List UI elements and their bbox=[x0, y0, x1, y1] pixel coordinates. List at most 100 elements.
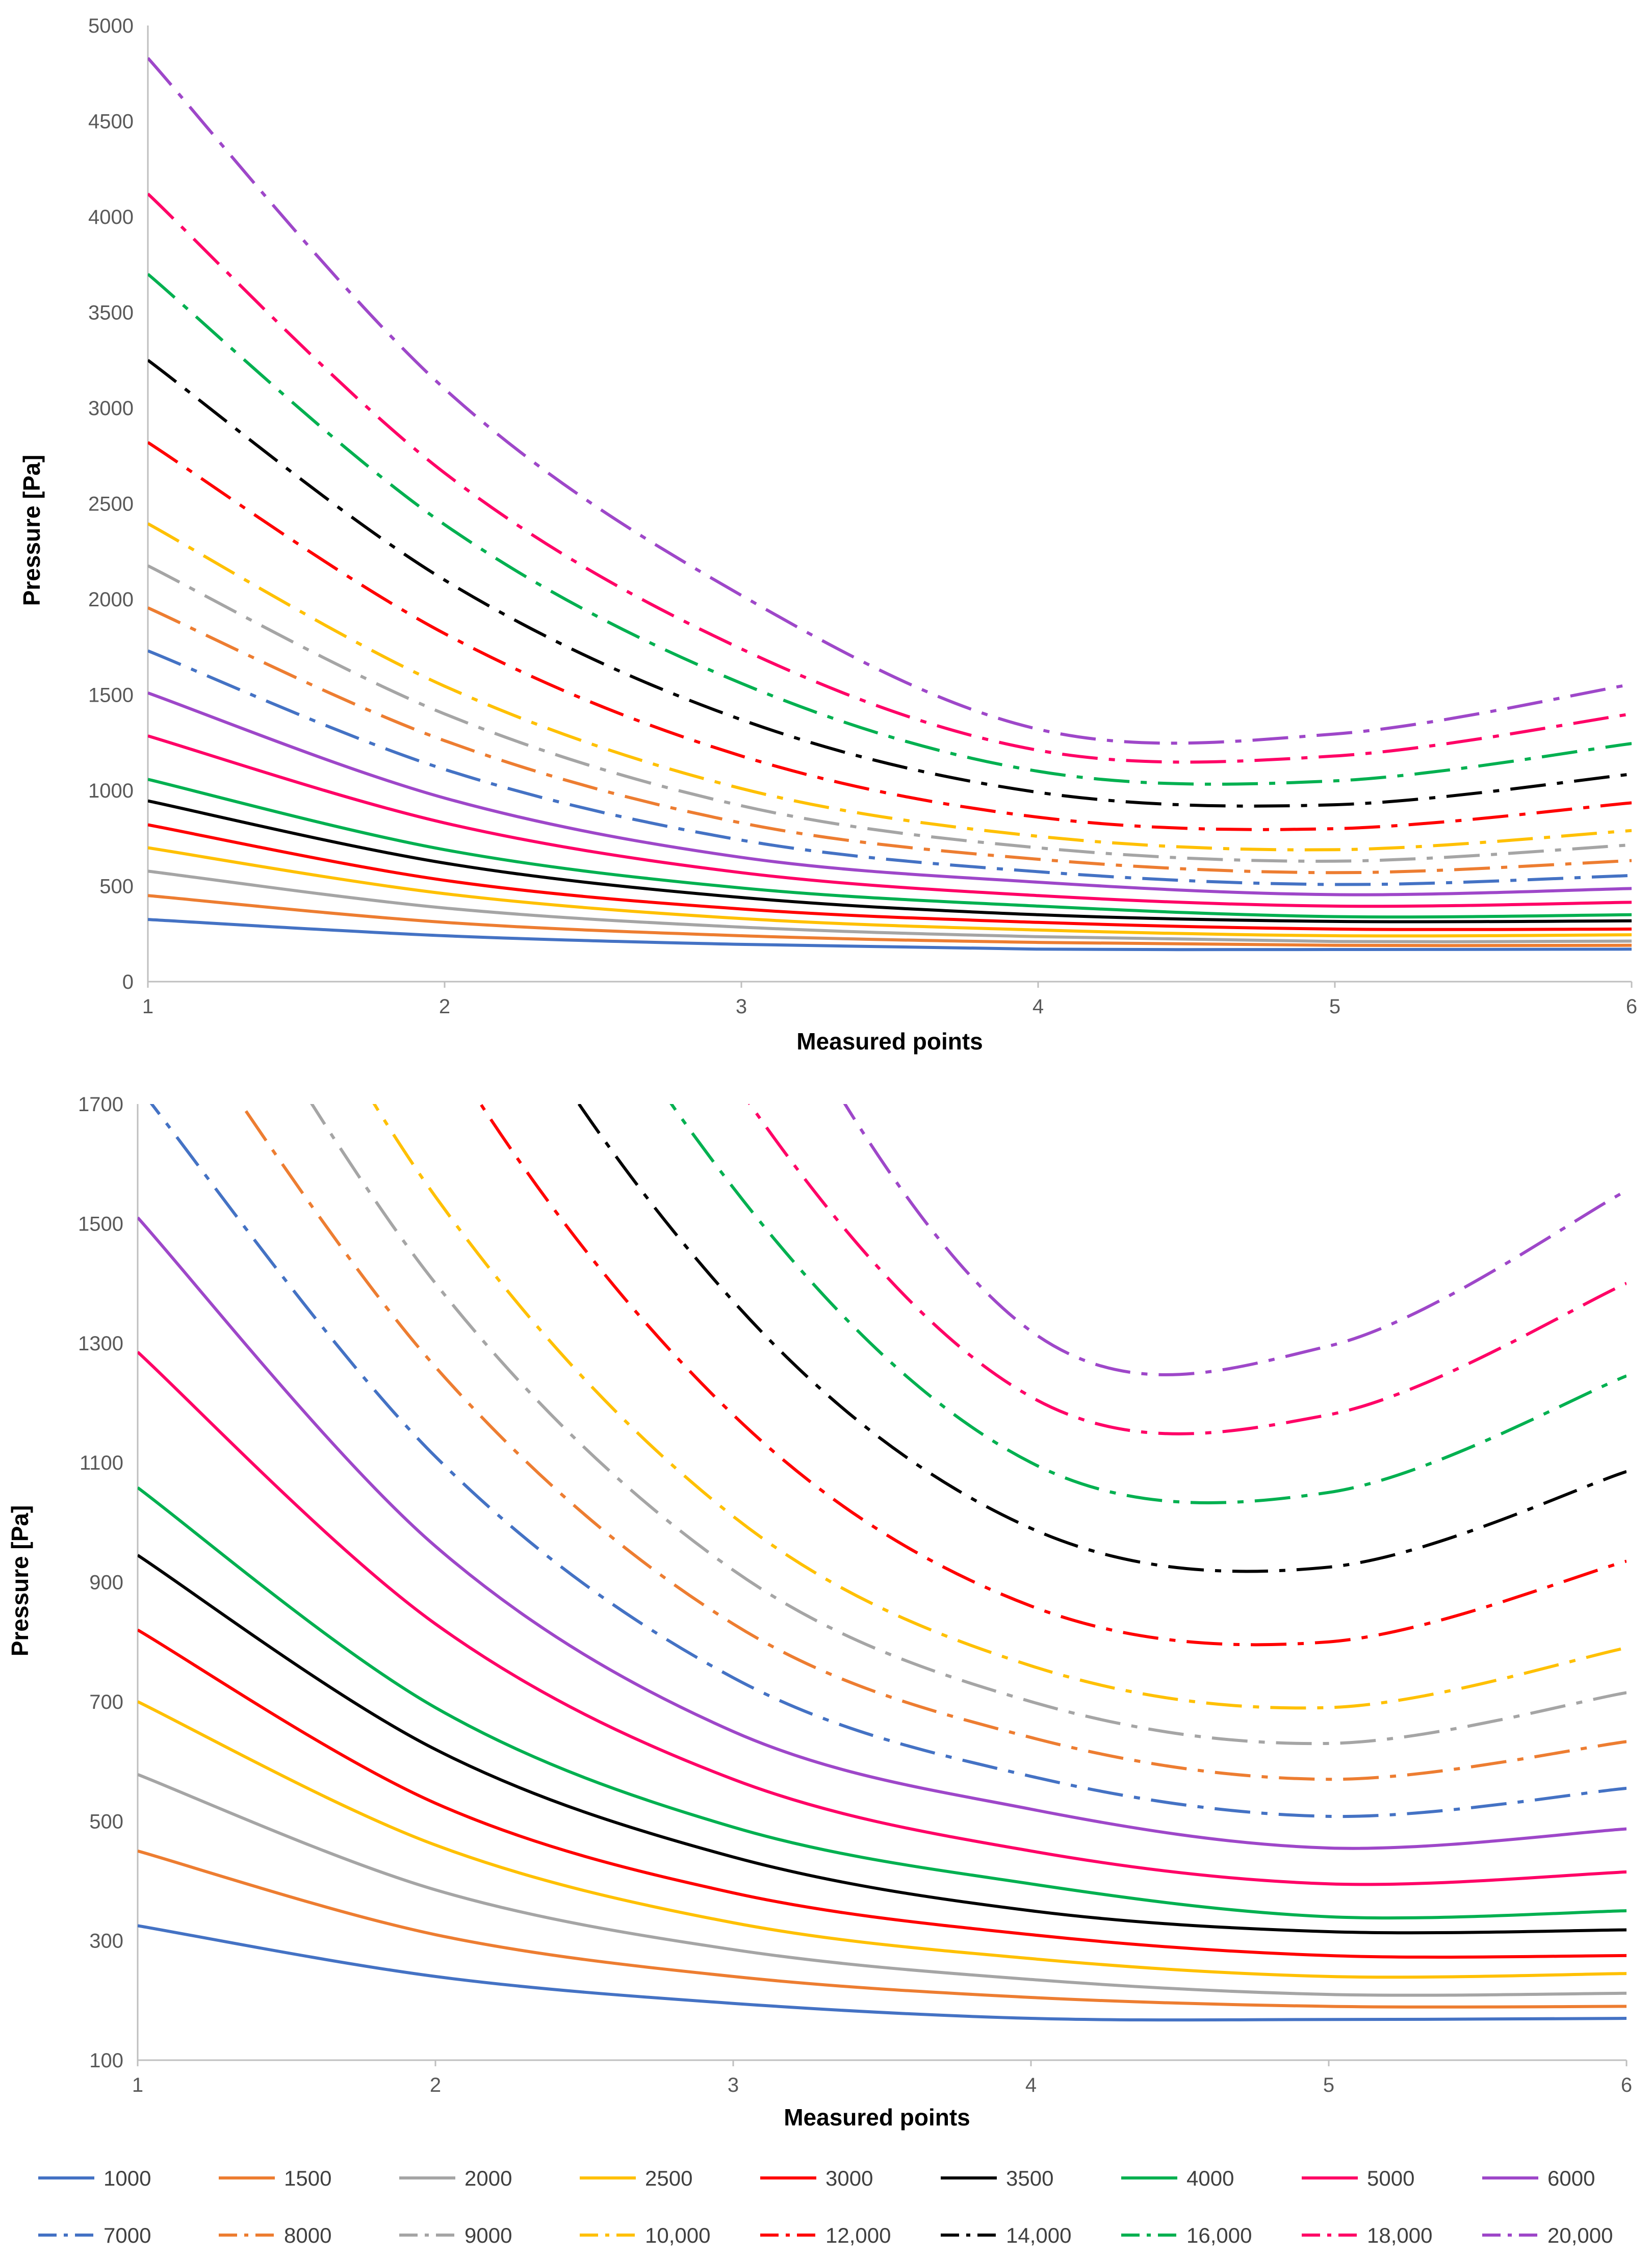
x-tick-label: 1 bbox=[142, 995, 153, 1018]
y-tick-label: 3500 bbox=[88, 302, 134, 324]
legend-item-14000: 14,000 bbox=[941, 2223, 1071, 2247]
legend-item-9000: 9000 bbox=[399, 2223, 512, 2247]
legend-label: 3000 bbox=[825, 2166, 873, 2190]
series-line-7000 bbox=[149, 1104, 1627, 1818]
legend-label: 2000 bbox=[464, 2166, 512, 2190]
legend-label: 6000 bbox=[1547, 2166, 1595, 2190]
y-tick-label: 500 bbox=[99, 876, 134, 898]
y-tick-label: 100 bbox=[89, 2049, 123, 2072]
legend-label: 8000 bbox=[284, 2223, 331, 2247]
legend-item-10000: 10,000 bbox=[580, 2223, 710, 2247]
series-line-5000 bbox=[138, 1351, 1627, 1886]
bottom-chart-gridlines bbox=[137, 1104, 1627, 2061]
y-tick-label: 1700 bbox=[78, 1093, 123, 1116]
legend-item-2000: 2000 bbox=[399, 2166, 512, 2190]
legend-item-7000: 7000 bbox=[38, 2223, 151, 2247]
bottom-chart-x-tick-labels: 1 2 3 4 5 6 bbox=[132, 2060, 1632, 2096]
top-chart: 0 500 1000 1500 2000 2500 3000 3500 4000 4500 5000… bbox=[18, 15, 1637, 1055]
y-tick-label: 1100 bbox=[80, 1452, 123, 1474]
legend-item-6000: 6000 bbox=[1482, 2166, 1595, 2190]
bottom-chart-y-axis-title: Pressure [Pa] bbox=[7, 1505, 33, 1657]
series-line-2500 bbox=[148, 846, 1632, 938]
series-line-4000 bbox=[148, 778, 1632, 919]
x-tick-label: 6 bbox=[1626, 995, 1637, 1018]
top-chart-series-lines bbox=[148, 57, 1632, 952]
y-tick-label: 2500 bbox=[88, 493, 134, 516]
series-line-14000 bbox=[148, 358, 1632, 808]
top-chart-x-tick-labels: 1 2 3 4 5 6 bbox=[142, 982, 1637, 1018]
series-line-16000 bbox=[148, 273, 1632, 786]
series-line-18000 bbox=[148, 192, 1632, 764]
legend-label: 3500 bbox=[1006, 2166, 1053, 2190]
series-line-10000 bbox=[148, 522, 1632, 852]
legend-label: 12,000 bbox=[825, 2223, 891, 2247]
legend-item-8000: 8000 bbox=[219, 2223, 331, 2247]
legend-item-20000: 20,000 bbox=[1482, 2223, 1613, 2247]
series-line-8000 bbox=[148, 606, 1632, 875]
legend-item-1000: 1000 bbox=[38, 2166, 151, 2190]
series-line-7000 bbox=[148, 649, 1632, 886]
y-tick-label: 2000 bbox=[88, 588, 134, 611]
legend-label: 16,000 bbox=[1186, 2223, 1252, 2247]
series-line-5000 bbox=[148, 734, 1632, 908]
y-tick-label: 700 bbox=[89, 1691, 123, 1713]
legend-item-3500: 3500 bbox=[941, 2166, 1053, 2190]
series-line-3500 bbox=[148, 799, 1632, 924]
top-chart-y-tick-labels: 0 500 1000 1500 2000 2500 3000 3500 4000 4500 5000 bbox=[88, 15, 134, 993]
legend-label: 10,000 bbox=[645, 2223, 710, 2247]
legend-label: 2500 bbox=[645, 2166, 692, 2190]
series-line-9000 bbox=[148, 564, 1632, 863]
y-tick-label: 3000 bbox=[88, 397, 134, 420]
series-line-20000 bbox=[148, 57, 1632, 745]
x-tick-label: 1 bbox=[132, 2074, 143, 2096]
legend-label: 14,000 bbox=[1006, 2223, 1071, 2247]
top-chart-y-axis-title: Pressure [Pa] bbox=[18, 455, 45, 606]
series-line-2500 bbox=[138, 1700, 1627, 1979]
x-tick-label: 4 bbox=[1025, 2074, 1037, 2096]
series-line-9000 bbox=[310, 1104, 1627, 1746]
y-tick-label: 4000 bbox=[88, 206, 134, 228]
series-line-3000 bbox=[138, 1628, 1627, 1959]
series-line-1500 bbox=[138, 1849, 1627, 2009]
series-line-6000 bbox=[148, 691, 1632, 896]
legend-item-2500: 2500 bbox=[580, 2166, 692, 2190]
series-line-2000 bbox=[138, 1773, 1627, 1997]
legend-item-3000: 3000 bbox=[760, 2166, 873, 2190]
legend-label: 20,000 bbox=[1547, 2223, 1613, 2247]
series-line-3000 bbox=[148, 823, 1632, 931]
top-chart-gridlines bbox=[147, 25, 1632, 983]
legend: 1000 1500 2000 2500 3000 3500 4000 5000 6000 7000… bbox=[38, 2166, 1613, 2247]
legend-item-1500: 1500 bbox=[219, 2166, 331, 2190]
series-line-2000 bbox=[148, 869, 1632, 943]
y-tick-label: 0 bbox=[122, 971, 134, 993]
top-chart-x-axis-title: Measured points bbox=[796, 1028, 983, 1055]
y-tick-label: 1000 bbox=[88, 780, 134, 802]
y-tick-label: 4500 bbox=[88, 111, 134, 133]
y-tick-label: 300 bbox=[89, 1930, 123, 1953]
y-tick-label: 5000 bbox=[88, 15, 134, 37]
legend-item-12000: 12,000 bbox=[760, 2223, 891, 2247]
legend-label: 7000 bbox=[104, 2223, 151, 2247]
x-tick-label: 3 bbox=[728, 2074, 739, 2096]
y-tick-label: 1500 bbox=[88, 684, 134, 707]
legend-label: 1000 bbox=[104, 2166, 151, 2190]
x-tick-label: 2 bbox=[439, 995, 450, 1018]
legend-item-16000: 16,000 bbox=[1121, 2223, 1252, 2247]
y-tick-label: 1300 bbox=[78, 1332, 123, 1355]
series-line-10000 bbox=[372, 1104, 1627, 1710]
y-tick-label: 900 bbox=[89, 1572, 123, 1594]
series-line-12000 bbox=[479, 1104, 1627, 1647]
legend-label: 18,000 bbox=[1367, 2223, 1432, 2247]
series-line-4000 bbox=[138, 1486, 1627, 1920]
legend-label: 5000 bbox=[1367, 2166, 1414, 2190]
x-tick-label: 3 bbox=[736, 995, 747, 1018]
legend-label: 9000 bbox=[464, 2223, 512, 2247]
series-line-14000 bbox=[577, 1104, 1627, 1573]
y-tick-label: 1500 bbox=[78, 1213, 123, 1235]
series-line-3500 bbox=[138, 1554, 1627, 1935]
series-line-1000 bbox=[138, 1924, 1627, 2022]
legend-label: 4000 bbox=[1186, 2166, 1234, 2190]
bottom-chart-y-tick-labels: 100 300 500 700 900 1100 1300 1500 1700 bbox=[78, 1093, 123, 2072]
x-tick-label: 5 bbox=[1329, 995, 1340, 1018]
